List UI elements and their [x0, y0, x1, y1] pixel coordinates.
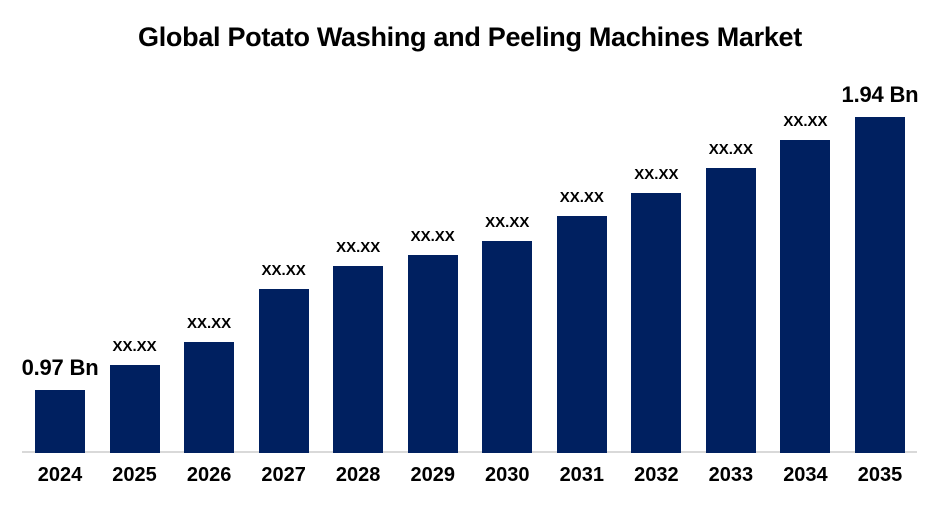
bar-value-label-2032: XX.XX — [634, 165, 679, 183]
bar-value-label-2033: XX.XX — [708, 140, 753, 158]
bar-value-label-2028: XX.XX — [336, 238, 381, 256]
x-tick-2028: 2028 — [335, 464, 381, 486]
bar-2029 — [407, 255, 458, 453]
x-tick-2032: 2032 — [634, 464, 679, 486]
bar-2035 — [854, 117, 905, 453]
bar-2028 — [333, 266, 384, 453]
bar-2025 — [109, 365, 160, 453]
x-tick-2033: 2033 — [708, 464, 754, 486]
bar-2032 — [631, 193, 682, 453]
bar-value-label-2024: 0.97 Bn — [21, 354, 99, 380]
x-tick-2034: 2034 — [783, 464, 828, 486]
x-tick-2031: 2031 — [559, 464, 605, 486]
bar-value-label-2027: XX.XX — [261, 261, 306, 279]
bar-2024 — [35, 390, 85, 453]
bar-2034 — [780, 140, 831, 453]
bar-value-label-2029: XX.XX — [410, 227, 455, 245]
bar-value-label-2026: XX.XX — [186, 314, 232, 332]
bar-2026 — [184, 342, 235, 453]
bar-2030 — [482, 241, 533, 453]
bar-2033 — [705, 168, 756, 453]
x-tick-2025: 2025 — [112, 464, 157, 486]
bar-value-label-2034: XX.XX — [783, 112, 828, 130]
x-axis-line — [22, 451, 917, 453]
x-tick-2029: 2029 — [410, 464, 455, 486]
x-tick-2024: 2024 — [37, 464, 83, 486]
bar-2027 — [258, 289, 309, 453]
bar-value-label-2030: XX.XX — [485, 213, 530, 231]
x-tick-2027: 2027 — [261, 464, 306, 486]
bar-value-label-2025: XX.XX — [112, 337, 157, 355]
bar-value-label-2031: XX.XX — [559, 188, 604, 206]
x-tick-2030: 2030 — [485, 464, 530, 486]
x-tick-2026: 2026 — [186, 464, 232, 486]
x-tick-2035: 2035 — [857, 464, 903, 486]
bar-value-label-2035: 1.94 Bn — [841, 81, 919, 107]
bar-2031 — [556, 216, 607, 453]
chart-title: Global Potato Washing and Peeling Machin… — [138, 22, 802, 52]
